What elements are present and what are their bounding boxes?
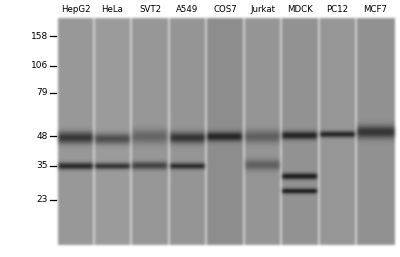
Text: MDCK: MDCK <box>287 5 313 14</box>
Text: 158: 158 <box>31 32 48 41</box>
Text: COS7: COS7 <box>213 5 237 14</box>
Text: SVT2: SVT2 <box>139 5 161 14</box>
Text: MCF7: MCF7 <box>363 5 387 14</box>
Text: 79: 79 <box>36 88 48 97</box>
Text: HepG2: HepG2 <box>61 5 90 14</box>
Text: 23: 23 <box>37 195 48 204</box>
Text: 48: 48 <box>37 132 48 141</box>
Text: Jurkat: Jurkat <box>250 5 275 14</box>
Text: PC12: PC12 <box>326 5 348 14</box>
Text: 35: 35 <box>36 161 48 170</box>
Text: A549: A549 <box>176 5 199 14</box>
Text: HeLa: HeLa <box>102 5 124 14</box>
Text: 106: 106 <box>31 61 48 70</box>
